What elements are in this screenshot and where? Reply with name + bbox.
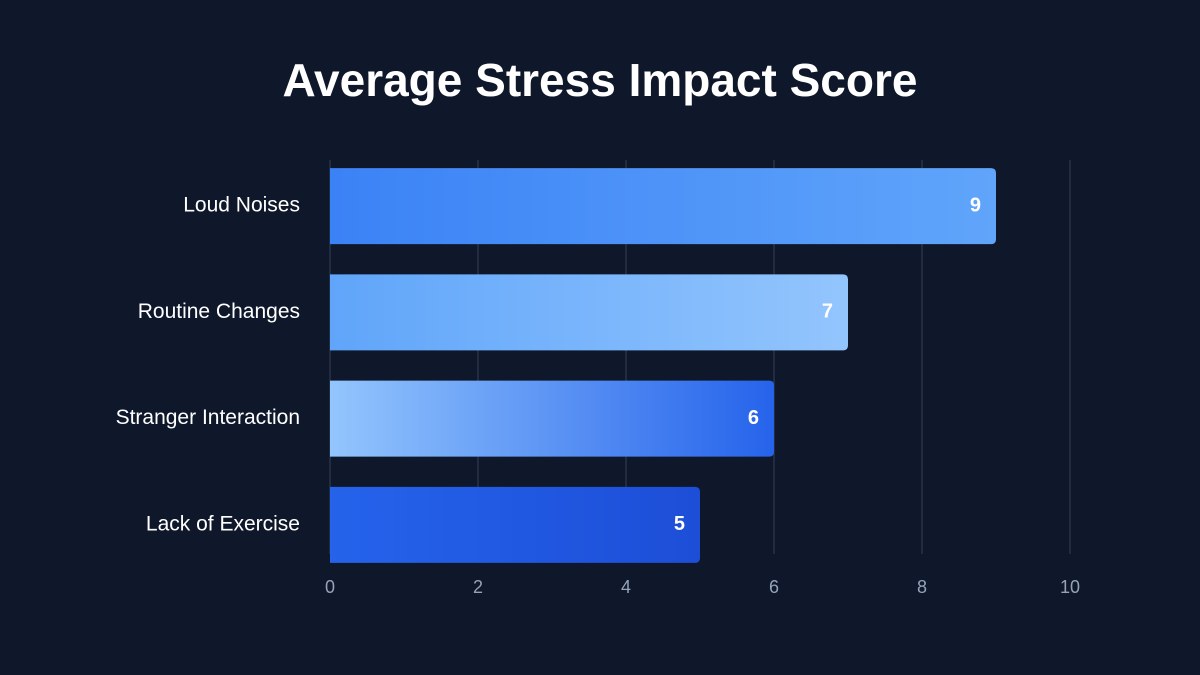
value-label: 5 xyxy=(674,513,685,535)
x-tick-label: 2 xyxy=(473,577,483,597)
y-tick-label: Routine Changes xyxy=(138,300,300,323)
x-tick-label: 0 xyxy=(325,577,335,597)
bar xyxy=(330,380,774,457)
y-tick-label: Loud Noises xyxy=(183,194,300,217)
value-label: 7 xyxy=(822,301,833,323)
y-tick-label: Lack of Exercise xyxy=(146,512,300,535)
bar xyxy=(330,486,700,563)
bar xyxy=(330,168,996,245)
x-tick-label: 4 xyxy=(621,577,631,597)
bar xyxy=(330,274,848,351)
chart-title: Average Stress Impact Score xyxy=(283,54,918,106)
value-label: 6 xyxy=(748,407,759,429)
x-tick-label: 10 xyxy=(1060,577,1080,597)
x-tick-label: 6 xyxy=(769,577,779,597)
x-tick-label: 8 xyxy=(917,577,927,597)
value-label: 9 xyxy=(970,194,981,216)
y-tick-label: Stranger Interaction xyxy=(116,406,300,429)
